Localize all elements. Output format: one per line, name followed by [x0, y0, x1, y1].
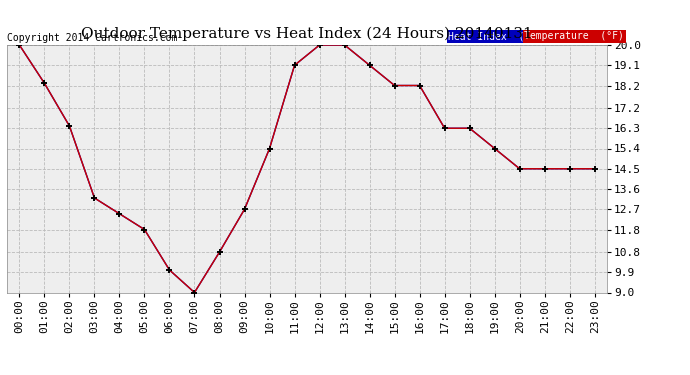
- Text: Heat Index  (°F): Heat Index (°F): [448, 31, 542, 41]
- Title: Outdoor Temperature vs Heat Index (24 Hours) 20140131: Outdoor Temperature vs Heat Index (24 Ho…: [81, 27, 533, 41]
- Text: Temperature  (°F): Temperature (°F): [524, 31, 624, 41]
- Text: Copyright 2014 Cartronics.com: Copyright 2014 Cartronics.com: [7, 33, 177, 42]
